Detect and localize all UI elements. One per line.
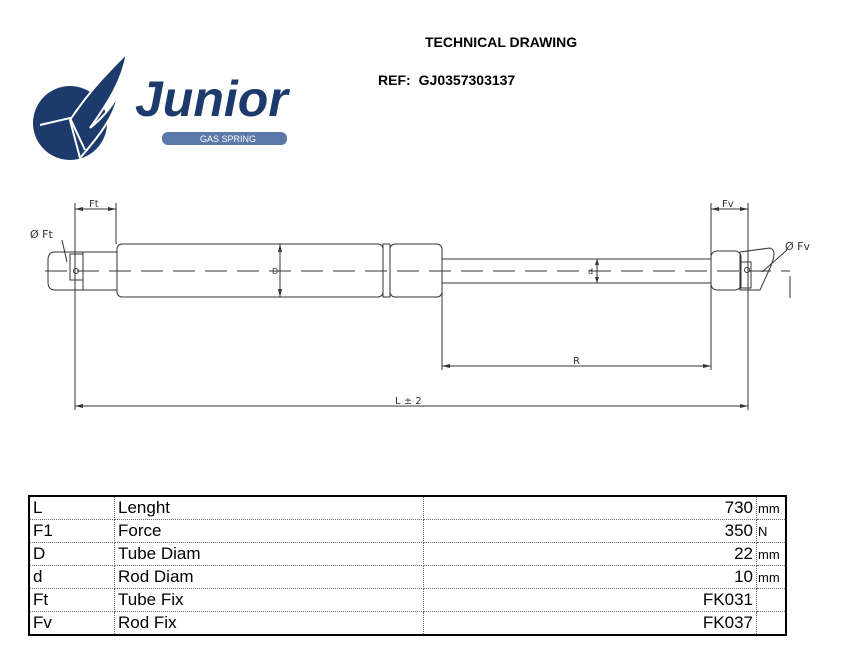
spec-value: 22: [423, 542, 757, 566]
ft-diameter-label: Ø Ft: [30, 228, 53, 241]
spec-row: Ft Tube Fix FK031: [29, 588, 787, 612]
spec-row: d Rod Diam 10 mm: [29, 565, 787, 589]
junior-logo: Junior GAS SPRING: [33, 50, 290, 161]
ft-label: Ft: [89, 199, 99, 210]
spec-name: Lenght: [114, 496, 424, 520]
spec-name: Force: [114, 519, 424, 543]
gas-spring-drawing: Ft Ø Ft Fv Ø Fv D d R L ± 2: [30, 199, 810, 410]
rod-diameter-label: d: [588, 267, 593, 276]
spec-value: 730: [423, 496, 757, 520]
ref-label: REF:: [378, 72, 411, 88]
page-title: TECHNICAL DRAWING: [425, 34, 578, 50]
spec-row: D Tube Diam 22 mm: [29, 542, 787, 566]
tube-diameter-label: D: [272, 267, 278, 276]
spec-value: FK031: [423, 588, 757, 612]
spec-unit: mm: [756, 565, 787, 589]
spec-unit: N: [756, 519, 787, 543]
spec-symbol: Ft: [29, 588, 115, 612]
fv-diameter-label: Ø Fv: [785, 240, 810, 253]
reference: REF: GJ0357303137: [378, 72, 523, 88]
spec-symbol: F1: [29, 519, 115, 543]
spec-symbol: Fv: [29, 611, 115, 636]
logo-wordmark: Junior: [135, 71, 290, 127]
specs-table: L Lenght 730 mm F1 Force 350 N D Tube Diam 22 mm d Ro…: [28, 495, 787, 636]
spec-unit: mm: [756, 542, 787, 566]
spec-value: 350: [423, 519, 757, 543]
spec-symbol: L: [29, 496, 115, 520]
spec-value: FK037: [423, 611, 757, 636]
rod-end-fitting: [739, 247, 775, 291]
spec-unit: mm: [756, 496, 787, 520]
spec-name: Rod Diam: [114, 565, 424, 589]
spec-name: Tube Fix: [114, 588, 424, 612]
fv-label: Fv: [722, 199, 734, 210]
spec-name: Rod Fix: [114, 611, 424, 636]
spec-row: F1 Force 350 N: [29, 519, 787, 543]
spec-name: Tube Diam: [114, 542, 424, 566]
logo-tagline: GAS SPRING: [200, 134, 256, 144]
ref-value: GJ0357303137: [418, 72, 516, 88]
spec-value: 10: [423, 565, 757, 589]
tube-end-fitting: [47, 251, 84, 291]
stroke-label: R: [573, 356, 580, 367]
tube-fitting-clip: [69, 253, 84, 281]
spec-symbol: D: [29, 542, 115, 566]
spec-row: Fv Rod Fix FK037: [29, 611, 787, 636]
spec-symbol: d: [29, 565, 115, 589]
length-label: L ± 2: [395, 396, 422, 407]
spec-unit: [756, 611, 787, 636]
spec-row: L Lenght 730 mm: [29, 496, 787, 520]
spec-unit: [756, 588, 787, 612]
